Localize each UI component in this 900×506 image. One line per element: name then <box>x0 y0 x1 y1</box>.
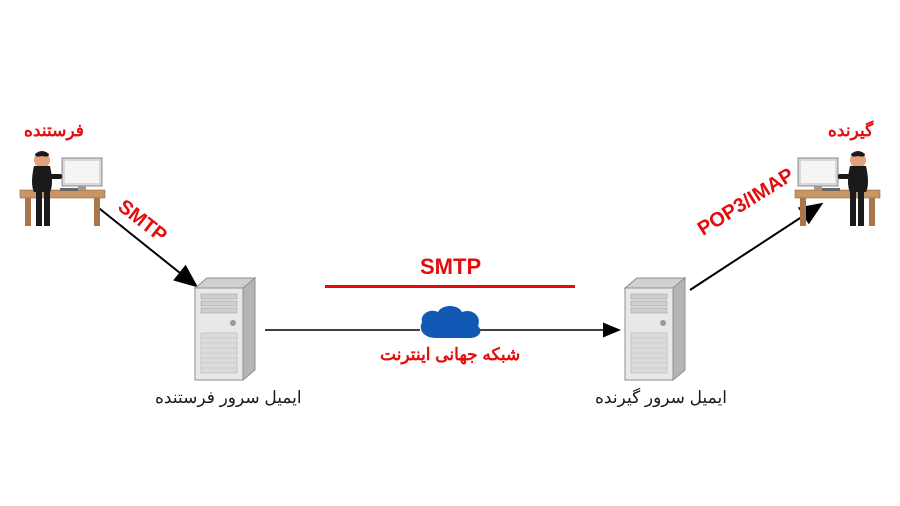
smtp-underline <box>325 285 575 288</box>
receiver-server-icon <box>625 278 685 380</box>
receiver-label: گیرنده <box>828 121 873 141</box>
smtp-label-2: SMTP <box>420 254 481 280</box>
diagram-svg <box>0 0 900 506</box>
sender-icon <box>20 151 105 226</box>
cloud-icon <box>421 306 481 338</box>
smtp-label-1: SMTP <box>113 195 171 247</box>
sender-server-label: ایمیل سرور فرستنده <box>155 388 302 408</box>
diagram-canvas: فرستنده گیرنده ایمیل سرور فرستنده ایمیل … <box>0 0 900 506</box>
receiver-icon <box>795 151 880 226</box>
sender-server-icon <box>195 278 255 380</box>
internet-label: شبکه جهانی اینترنت <box>380 345 520 365</box>
pop3-imap-label: POP3/IMAP <box>694 164 799 241</box>
sender-label: فرستنده <box>24 121 84 141</box>
receiver-server-label: ایمیل سرور گیرنده <box>595 388 727 408</box>
